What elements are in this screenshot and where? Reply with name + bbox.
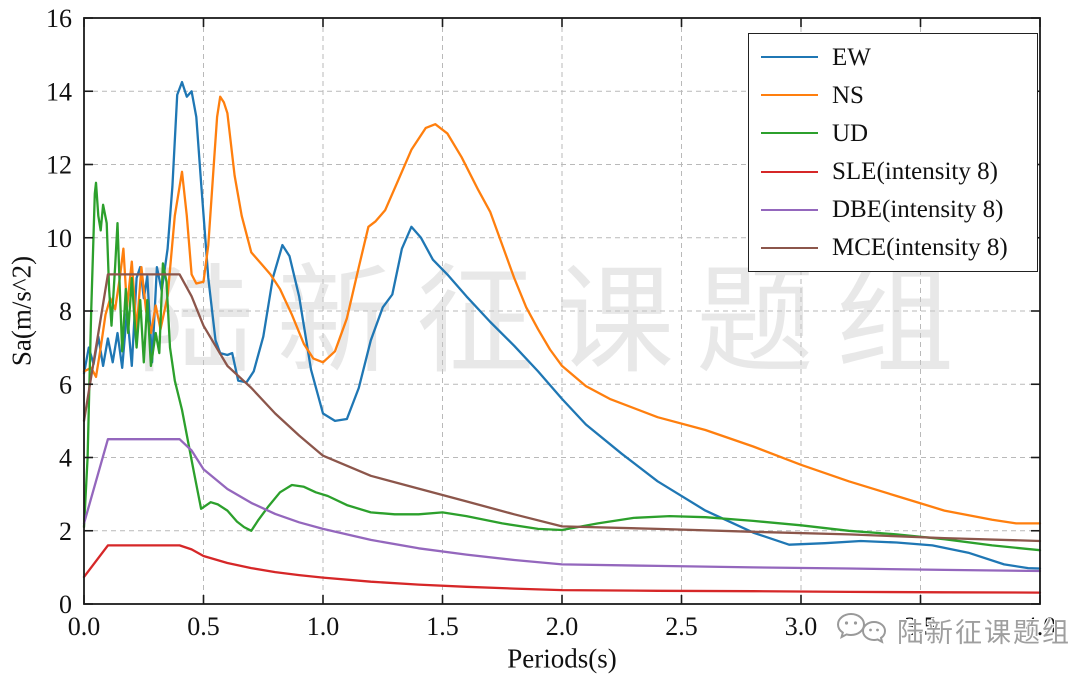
legend-label: SLE(intensity 8) [832, 158, 998, 186]
x-tick-label: 2.5 [665, 612, 698, 641]
legend-line-sample [761, 56, 818, 59]
legend-item: SLE(intensity 8) [761, 159, 1037, 184]
legend-item: UD [761, 121, 1037, 146]
legend-line-sample [761, 170, 818, 173]
x-tick-label: 1.5 [426, 612, 459, 641]
legend-item: EW [761, 45, 1037, 70]
y-tick-label: 16 [46, 4, 72, 33]
series-ns [82, 95, 1042, 525]
y-tick-label: 10 [46, 224, 72, 253]
series-ud [82, 181, 1042, 552]
x-tick-label: 0.5 [187, 612, 220, 641]
legend: EW NS UD SLE(intensity 8) DBE(intensity 8) MC… [748, 33, 1038, 272]
x-tick-label: 2.0 [546, 612, 579, 641]
corner-watermark: 陆新征课题组 [836, 610, 1071, 650]
watermark-text-corner: 陆新征课题组 [897, 617, 1071, 648]
y-tick-label: 8 [59, 297, 72, 326]
series-sle-intensity-8- [82, 544, 1042, 594]
legend-item: DBE(intensity 8) [761, 197, 1037, 222]
legend-label: DBE(intensity 8) [832, 196, 1004, 224]
legend-label: UD [832, 119, 869, 147]
legend-label: EW [832, 43, 871, 71]
y-tick-label: 2 [59, 517, 72, 546]
x-tick-label: 0.0 [68, 612, 101, 641]
y-tick-label: 6 [59, 370, 72, 399]
series-mce-intensity-8- [82, 273, 1042, 543]
x-tick-label: 3.5 [904, 612, 937, 641]
y-tick-label: 14 [46, 77, 72, 106]
legend-label: NS [832, 81, 864, 109]
y-tick-label: 0 [59, 590, 72, 619]
watermark-text-center: 陆新征课题组 [136, 257, 976, 388]
legend-line-sample [761, 94, 818, 97]
y-tick-label: 4 [59, 444, 72, 473]
legend-item: MCE(intensity 8) [761, 235, 1037, 260]
x-tick-label: 3.0 [785, 612, 818, 641]
x-tick-label: 1.0 [307, 612, 340, 641]
x-tick-label: 4.0 [1024, 612, 1057, 641]
x-axis-label: Periods(s) [507, 643, 617, 674]
series-dbe-intensity-8- [82, 438, 1042, 573]
wechat-bubbles-icon [836, 612, 887, 644]
y-axis-label: Sa(m/s^2) [6, 255, 37, 367]
legend-line-sample [761, 208, 818, 211]
legend-line-sample [761, 246, 818, 249]
legend-line-sample [761, 132, 818, 135]
legend-label: MCE(intensity 8) [832, 234, 1008, 262]
y-tick-label: 12 [46, 151, 72, 180]
legend-item: NS [761, 83, 1037, 108]
